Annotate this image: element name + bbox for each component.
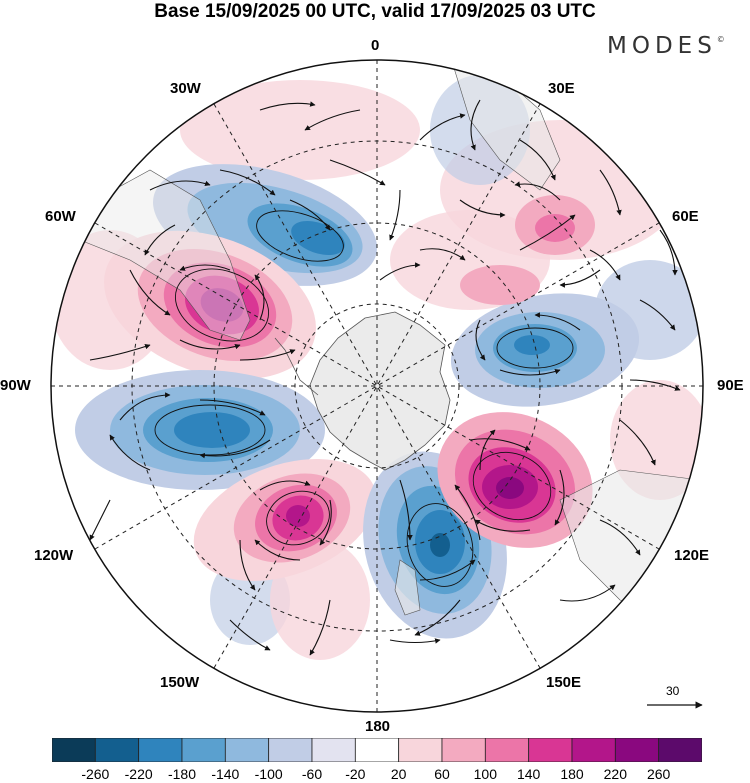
reference-vector-arrow — [647, 701, 703, 709]
colorbar-swatch — [528, 738, 573, 762]
anomaly-field — [51, 60, 703, 712]
graticule — [51, 60, 703, 712]
colorbar-swatch — [138, 738, 183, 762]
colorbar-tick-label: 140 — [516, 766, 541, 782]
colorbar-tick-label: 20 — [390, 766, 407, 782]
colorbar-swatch — [311, 738, 356, 762]
lon-label-90e: 90E — [717, 377, 744, 394]
lon-label-150e: 150E — [546, 674, 582, 691]
lon-label-0: 0 — [371, 37, 380, 54]
low-anomaly-105w — [75, 370, 325, 490]
lon-label-60w: 60W — [45, 208, 76, 225]
colorbar-tick-label: -100 — [254, 766, 283, 782]
lon-label-30e: 30E — [548, 80, 575, 97]
colorbar-tick-label: 220 — [603, 766, 628, 782]
new-zealand-outline — [394, 559, 421, 616]
lon-label-90w: 90W — [0, 377, 31, 394]
lon-label-30w: 30W — [170, 80, 201, 97]
colorbar-tick-label: 260 — [646, 766, 671, 782]
high-anomaly-75w — [104, 230, 316, 380]
colorbar-tick-label: -60 — [301, 766, 323, 782]
colorbar-swatch — [181, 738, 226, 762]
wind-vectors — [89, 99, 681, 656]
colorbar-tick-label: -140 — [211, 766, 240, 782]
colorbar-swatch — [52, 738, 96, 762]
lon-label-60e: 60E — [672, 208, 699, 225]
colorbar-swatch — [614, 738, 660, 762]
colorbar-swatch — [224, 738, 270, 762]
colorbar-swatch — [658, 738, 702, 762]
colorbar-swatch — [484, 738, 530, 762]
colorbar-swatch — [571, 738, 616, 762]
brand-text: MODES — [607, 33, 717, 59]
colorbar-swatch — [268, 738, 313, 762]
map-boundary — [50, 59, 704, 713]
contour-lines — [154, 210, 574, 587]
colorbar-tick-label: -20 — [345, 766, 366, 782]
lon-label-120e: 120E — [674, 547, 710, 564]
colorbar-swatch — [94, 738, 140, 762]
lon-label-150w: 150W — [160, 674, 200, 691]
reference-vector-value: 30 — [666, 684, 680, 698]
colorbar-tick-label: 100 — [473, 766, 498, 782]
colorbar-swatch — [441, 738, 486, 762]
colorbar-swatch — [354, 738, 400, 762]
low-anomaly-90e — [450, 293, 640, 407]
copyright-mark: © — [716, 35, 725, 44]
colorbar — [52, 738, 702, 762]
lon-label-180: 180 — [365, 718, 391, 735]
colorbar-tick-label: -220 — [124, 766, 153, 782]
colorbar-tick-label: 60 — [434, 766, 450, 782]
colorbar-tick-label: -260 — [81, 766, 110, 782]
modes-logo: MODES© — [607, 33, 725, 59]
colorbar-tick-label: 180 — [560, 766, 584, 782]
high-anomaly-45e — [460, 195, 595, 305]
map-title: Base 15/09/2025 00 UTC, valid 17/09/2025… — [154, 1, 596, 22]
colorbar-swatch — [398, 738, 443, 762]
colorbar-tick-label: -180 — [167, 766, 197, 782]
lon-label-120w: 120W — [34, 547, 74, 564]
